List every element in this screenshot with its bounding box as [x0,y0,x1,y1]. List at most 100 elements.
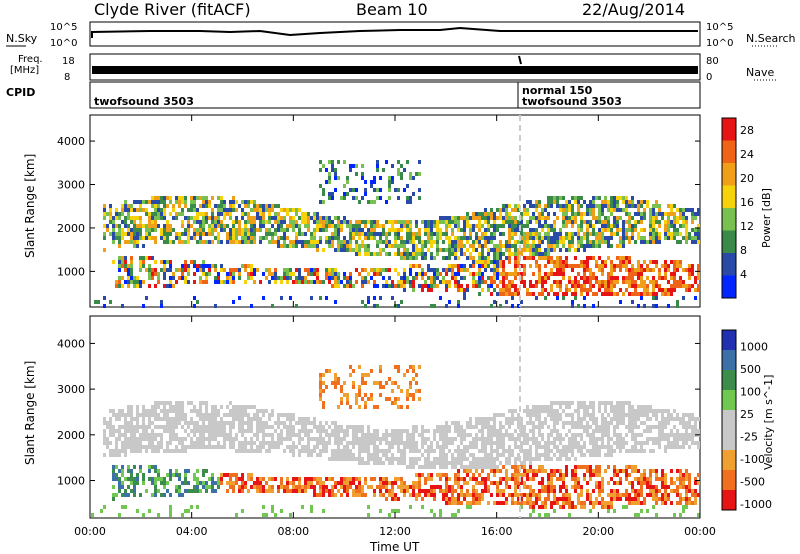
power-cell [448,284,451,288]
vel-cell [610,449,613,453]
power-cell [199,264,202,268]
power-cell [166,236,169,240]
power-cell [211,220,214,224]
power-cell [229,268,232,272]
vel-cell [223,433,226,437]
power-cell [295,232,298,236]
power-cell [337,220,340,224]
power-cell [583,272,586,276]
power-cell [667,264,670,268]
vel-cell [358,477,361,481]
power-cell [541,276,544,280]
vel-cell [439,461,442,465]
power-cell [391,228,394,232]
vel-cell [412,441,415,445]
vel-cell [544,457,547,461]
power-cell [448,300,451,304]
vel-cell [280,481,283,485]
vel-cell [187,489,190,493]
vel-cell [481,477,484,481]
power-cell [571,212,574,216]
power-cell [220,264,223,268]
power-cell [529,236,532,240]
power-cell [574,216,577,220]
vel-cell [379,369,382,373]
power-cell [409,172,412,176]
vel-cell [529,477,532,481]
power-cell [181,268,184,272]
power-cell [193,260,196,264]
vel-cell [391,461,394,465]
vel-cell [247,413,250,417]
vel-cell [535,497,538,501]
power-cell [577,236,580,240]
power-cell [247,276,250,280]
vel-cell [451,465,454,469]
vel-cell [160,409,163,413]
power-cell [577,228,580,232]
vel-cell [385,449,388,453]
power-cell [328,224,331,228]
vel-cell [115,441,118,445]
vel-cell [118,481,121,485]
vel-cell [121,441,124,445]
power-cell [493,220,496,224]
vel-cell [541,433,544,437]
power-cell [457,304,460,308]
vel-cell [565,493,568,497]
power-cell [313,220,316,224]
vel-cell [151,493,154,497]
power-cell [382,232,385,236]
vel-cell [484,489,487,493]
vel-cell [475,425,478,429]
power-cell [382,240,385,244]
power-cell [358,228,361,232]
power-cell [628,200,631,204]
power-cell [406,252,409,256]
vel-cell [415,485,418,489]
power-cell [568,248,571,252]
vel-cell [304,417,307,421]
vel-cell [319,373,322,377]
vel-cell [310,429,313,433]
vel-cell [133,433,136,437]
vel-cell [601,497,604,501]
date-title: 22/Aug/2014 [582,0,686,19]
power-cell [697,232,700,236]
power-cell [346,244,349,248]
power-cell [445,228,448,232]
power-cell [409,176,412,180]
power-cell [433,256,436,260]
power-cell [364,252,367,256]
power-cell [199,220,202,224]
vel-cell [424,449,427,453]
power-cell [325,296,328,300]
power-cell [697,268,700,272]
vel-cell [355,485,358,489]
vel-cell [133,481,136,485]
power-cell [313,232,316,236]
power-cell [211,216,214,220]
power-cell [286,268,289,272]
power-cell [592,224,595,228]
vel-cell [610,477,613,481]
vel-cell [550,413,553,417]
power-cell [628,228,631,232]
power-cell [442,276,445,280]
power-cell [430,236,433,240]
vel-cell [394,381,397,385]
vel-cell [127,405,130,409]
vel-cell [586,497,589,501]
power-cell [628,260,631,264]
vel-cell [118,433,121,437]
power-cell [226,276,229,280]
vel-cell [280,509,283,513]
vel-cell [355,401,358,405]
vel-cell [409,433,412,437]
vel-cell [433,465,436,469]
power-cell [550,196,553,200]
power-cell [688,272,691,276]
vel-cell [322,389,325,393]
vel-cell [118,413,121,417]
vel-cell [157,413,160,417]
